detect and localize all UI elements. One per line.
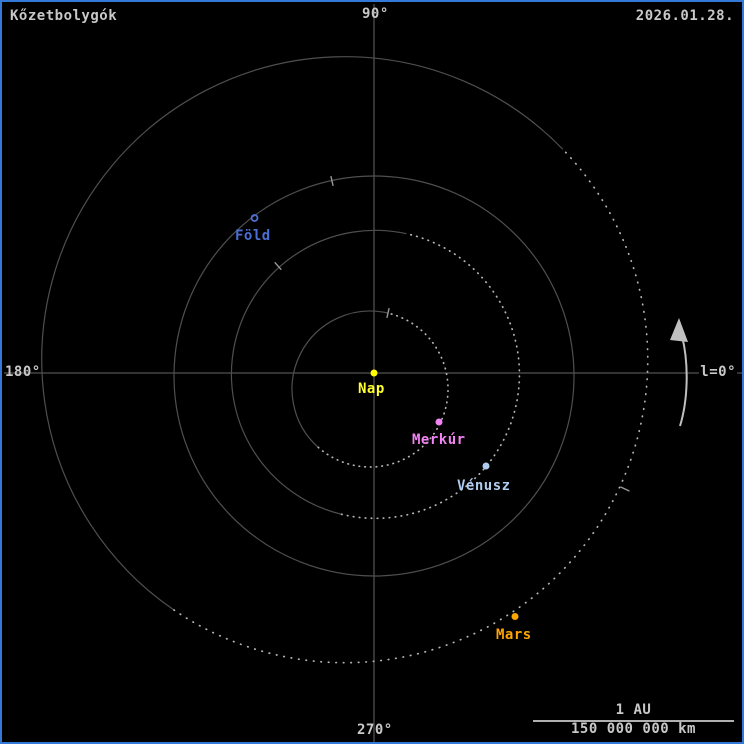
axis-label-90: 90° (362, 6, 389, 22)
earth-orbit (173, 175, 575, 577)
venus-orbit-dotted-arc (340, 232, 521, 520)
revolution-direction-arrow (679, 335, 688, 427)
mercury-label: Merkúr (412, 432, 466, 448)
mars-label: Mars (496, 627, 532, 643)
venus-orbit-solid-arc (230, 229, 407, 515)
sun-label: Nap (358, 381, 385, 397)
scale-bar-bottom-label: 150 000 000 km (570, 721, 696, 737)
mercury-orbit-solid-arc (291, 310, 388, 448)
venus-label: Vénusz (457, 478, 511, 494)
venus-perihelion-tick (274, 261, 282, 271)
mercury-marker (435, 418, 443, 426)
scale-bar-top-label: 1 AU (615, 702, 652, 718)
app-title: Kőzetbolygók (10, 8, 118, 24)
sun-marker (370, 369, 378, 377)
mars-orbit-solid-arc (41, 56, 564, 611)
mars-perihelion-tick (620, 486, 630, 492)
axis-label-180: 180° (5, 364, 41, 380)
earth-marker (250, 214, 259, 222)
scale-bar: 1 AU 150 000 000 km (533, 702, 734, 737)
mercury-perihelion-tick (386, 307, 390, 319)
mars-orbit-dotted-arc (173, 148, 649, 664)
mars-marker (511, 613, 519, 620)
axis-label-0: l=0° (699, 364, 737, 380)
revolution-direction-arrowhead-icon (670, 318, 688, 342)
axis-label-270: 270° (357, 722, 393, 738)
venus-marker (482, 462, 490, 470)
date-label: 2026.01.28. (635, 8, 734, 24)
earth-perihelion-tick (330, 175, 334, 187)
earth-label: Föld (235, 228, 271, 244)
